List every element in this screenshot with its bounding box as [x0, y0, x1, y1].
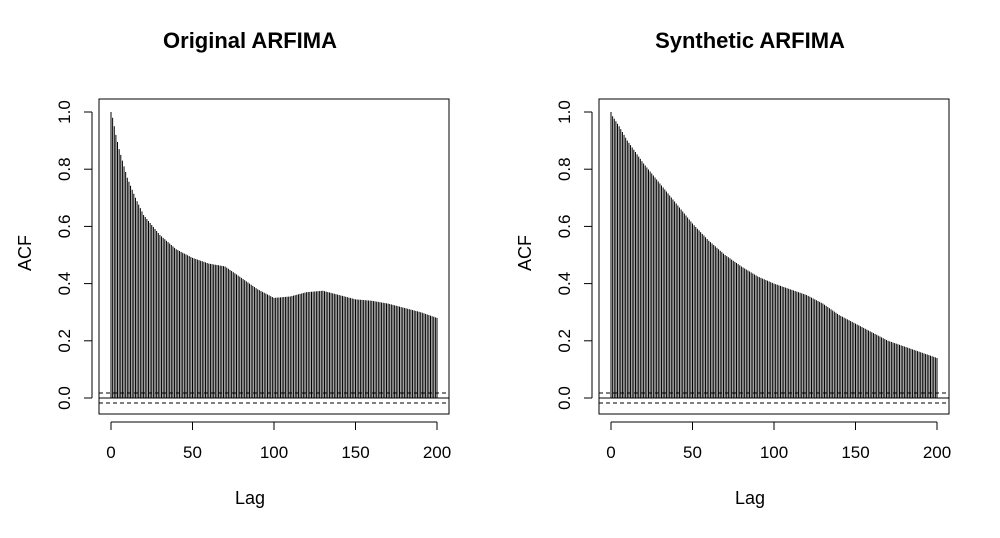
chart-title: Synthetic ARFIMA: [655, 28, 845, 53]
x-tick-label: 200: [923, 443, 951, 462]
x-tick-label: 50: [683, 443, 702, 462]
y-tick-label: 0.6: [55, 215, 74, 239]
x-axis-label: Lag: [234, 488, 266, 508]
chart-panel-original: Original ARFIMA 0 50 100 150 200 0.0 0.2 0.4 0.6…: [15, 28, 451, 508]
x-tick-label: 50: [183, 443, 202, 462]
y-tick-label: 0.2: [55, 329, 74, 353]
y-tick-label: 0.0: [55, 386, 74, 410]
y-tick-label: 1.0: [55, 100, 74, 124]
y-axis-label: ACF: [515, 235, 535, 271]
y-axis-label: ACF: [15, 235, 35, 271]
chart-panel-synthetic: Synthetic ARFIMA 0 50 100 150 200 0.0 0.2 0.4 0.…: [500, 0, 1000, 538]
y-tick-label: 0.6: [555, 215, 574, 239]
x-tick-label: 0: [606, 443, 615, 462]
acf-plot-synthetic: 0 50 100 150 200 0.0 0.2 0.4 0.6 0.8 1.0: [555, 98, 951, 462]
x-tick-label: 0: [106, 443, 115, 462]
y-tick-label: 1.0: [555, 100, 574, 124]
acf-plot-original: 0 50 100 150 200 0.0 0.2 0.4 0.6 0.8 1.0: [55, 98, 451, 462]
x-tick-label: 100: [260, 443, 288, 462]
plot-frame: [98, 98, 450, 415]
y-tick-label: 0.8: [55, 157, 74, 181]
x-tick-label: 150: [841, 443, 869, 462]
x-axis-label: Lag: [734, 488, 766, 508]
x-tick-label: 200: [423, 443, 451, 462]
y-tick-label: 0.8: [555, 157, 574, 181]
y-tick-label: 0.4: [55, 272, 74, 296]
y-tick-label: 0.4: [555, 272, 574, 296]
y-tick-label: 0.0: [555, 386, 574, 410]
chart-title: Original ARFIMA: [163, 28, 337, 53]
x-tick-label: 100: [760, 443, 788, 462]
x-tick-label: 150: [341, 443, 369, 462]
y-tick-label: 0.2: [555, 329, 574, 353]
plot-frame: [598, 98, 950, 415]
